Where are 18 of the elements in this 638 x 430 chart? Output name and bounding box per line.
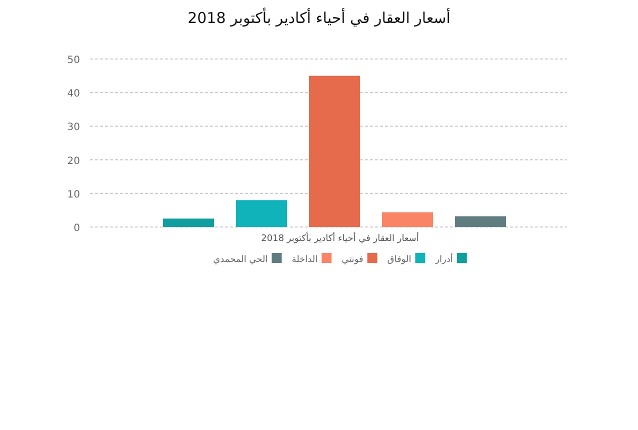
y-tick-label: 40 bbox=[67, 88, 80, 100]
y-tick-label: 0 bbox=[74, 223, 80, 234]
y-tick-label: 30 bbox=[67, 122, 80, 134]
legend-label: الحي المحمدي bbox=[213, 255, 268, 265]
legend-label: الوفاق bbox=[387, 255, 412, 265]
y-tick-label: 10 bbox=[67, 189, 80, 200]
y-tick-label: 20 bbox=[67, 156, 80, 167]
bar bbox=[455, 216, 506, 227]
bar bbox=[163, 218, 214, 227]
x-axis-title: أسعار العقار في أحياء أكادير بأكتوبر 2018 bbox=[261, 231, 419, 244]
legend-label: الداخلة bbox=[292, 255, 318, 265]
legend-label: أدرار bbox=[434, 253, 453, 265]
chart-title: أسعار العقار في أحياء أكادير بأكتوبر 2018 bbox=[188, 7, 450, 27]
y-tick-label: 50 bbox=[67, 55, 80, 66]
bar bbox=[309, 76, 360, 227]
bar bbox=[382, 212, 433, 227]
legend-label: فونتي bbox=[342, 255, 364, 265]
bar bbox=[236, 200, 287, 227]
